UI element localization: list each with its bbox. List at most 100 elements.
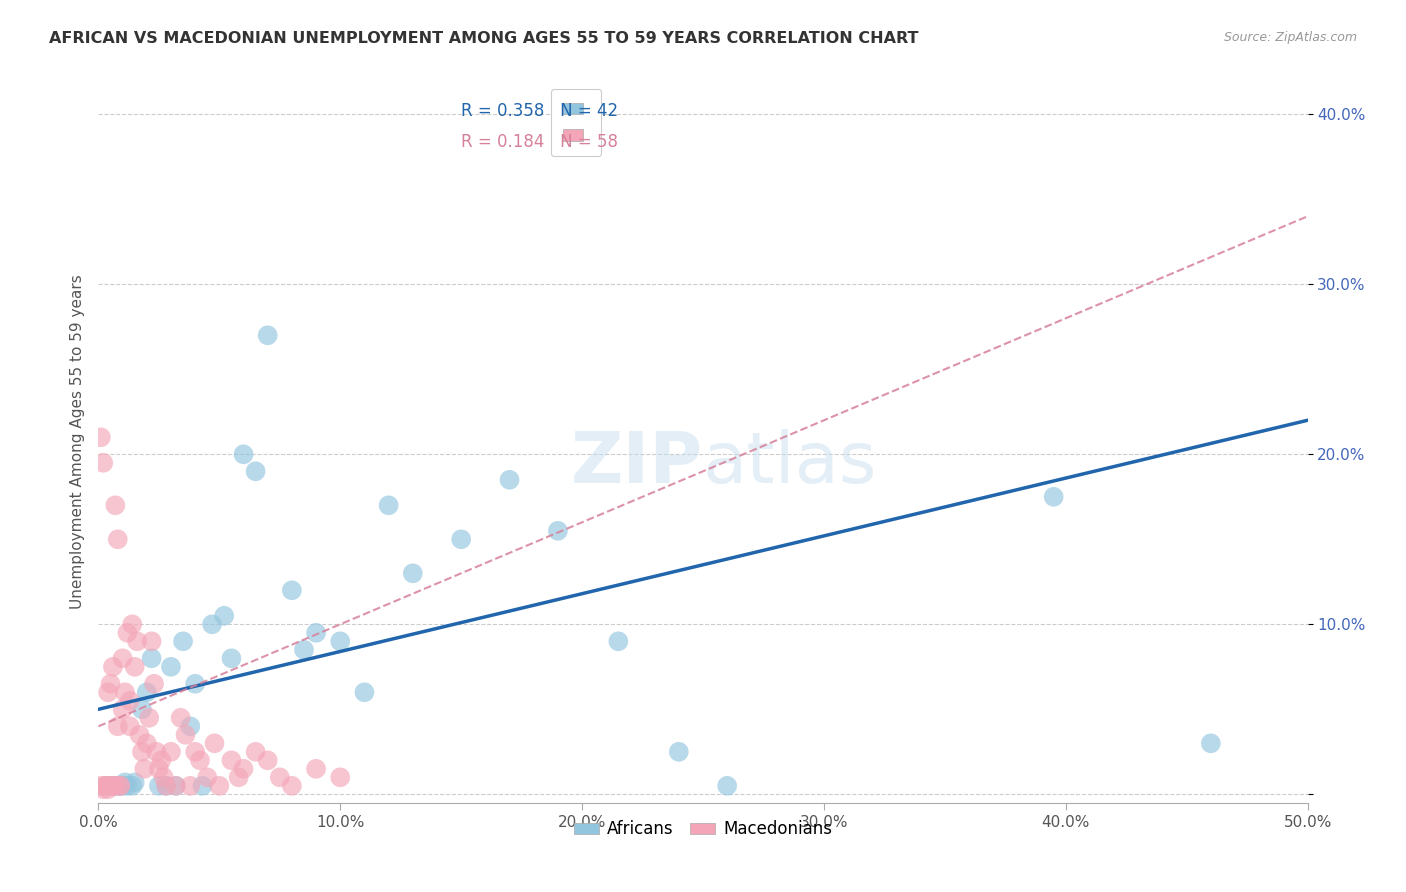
Macedonians	[245, 745, 267, 759]
Africans	[104, 779, 127, 793]
Macedonians	[135, 736, 157, 750]
Macedonians	[127, 634, 149, 648]
Macedonians	[329, 770, 352, 784]
Africans	[160, 660, 183, 674]
Macedonians	[91, 782, 114, 797]
Africans	[256, 328, 278, 343]
Africans	[305, 625, 328, 640]
Africans	[607, 634, 630, 648]
Africans	[117, 779, 139, 793]
Text: ZIP: ZIP	[571, 429, 703, 498]
Macedonians	[114, 685, 136, 699]
Text: AFRICAN VS MACEDONIAN UNEMPLOYMENT AMONG AGES 55 TO 59 YEARS CORRELATION CHART: AFRICAN VS MACEDONIAN UNEMPLOYMENT AMONG…	[49, 31, 918, 46]
Africans	[107, 779, 129, 793]
Africans	[221, 651, 243, 665]
Macedonians	[143, 677, 166, 691]
Macedonians	[107, 719, 129, 733]
Macedonians	[90, 430, 112, 444]
Macedonians	[269, 770, 291, 784]
Africans	[201, 617, 224, 632]
Macedonians	[97, 685, 120, 699]
Africans	[124, 775, 146, 789]
Macedonians	[160, 745, 183, 759]
Macedonians	[107, 533, 129, 547]
Macedonians	[150, 753, 173, 767]
Africans	[450, 533, 472, 547]
Africans	[184, 677, 207, 691]
Text: R = 0.358   N = 42: R = 0.358 N = 42	[461, 102, 619, 120]
Macedonians	[104, 779, 127, 793]
Macedonians	[155, 779, 177, 793]
Macedonians	[111, 651, 134, 665]
Africans	[716, 779, 738, 793]
Text: Source: ZipAtlas.com: Source: ZipAtlas.com	[1223, 31, 1357, 45]
Macedonians	[152, 770, 174, 784]
Africans	[292, 642, 315, 657]
Text: R = 0.184   N = 58: R = 0.184 N = 58	[461, 133, 619, 151]
Macedonians	[179, 779, 201, 793]
Africans	[114, 775, 136, 789]
Africans	[100, 779, 122, 793]
Africans	[329, 634, 352, 648]
Macedonians	[100, 779, 122, 793]
Macedonians	[256, 753, 278, 767]
Text: atlas: atlas	[703, 429, 877, 498]
Macedonians	[134, 762, 156, 776]
Macedonians	[195, 770, 218, 784]
Macedonians	[188, 753, 211, 767]
Africans	[121, 779, 143, 793]
Macedonians	[108, 779, 131, 793]
Macedonians	[131, 745, 153, 759]
Africans	[148, 779, 170, 793]
Macedonians	[118, 719, 141, 733]
Africans	[245, 464, 267, 478]
Macedonians	[232, 762, 254, 776]
Macedonians	[97, 782, 120, 797]
Africans	[377, 498, 399, 512]
Macedonians	[111, 702, 134, 716]
Africans	[281, 583, 304, 598]
Macedonians	[204, 736, 226, 750]
Africans	[94, 779, 117, 793]
Africans	[498, 473, 520, 487]
Africans	[135, 685, 157, 699]
Africans	[353, 685, 375, 699]
Macedonians	[121, 617, 143, 632]
Africans	[212, 608, 235, 623]
Macedonians	[184, 745, 207, 759]
Macedonians	[165, 779, 187, 793]
Macedonians	[94, 779, 117, 793]
Macedonians	[208, 779, 231, 793]
Macedonians	[100, 677, 122, 691]
Macedonians	[145, 745, 167, 759]
Africans	[232, 447, 254, 461]
Macedonians	[104, 498, 127, 512]
Africans	[1042, 490, 1064, 504]
Africans	[131, 702, 153, 716]
Macedonians	[281, 779, 304, 793]
Africans	[547, 524, 569, 538]
Macedonians	[148, 762, 170, 776]
Macedonians	[117, 625, 139, 640]
Africans	[155, 779, 177, 793]
Africans	[191, 779, 214, 793]
Macedonians	[94, 779, 117, 793]
Macedonians	[101, 779, 124, 793]
Macedonians	[128, 728, 150, 742]
Africans	[172, 634, 194, 648]
Africans	[111, 779, 134, 793]
Macedonians	[169, 711, 191, 725]
Africans	[179, 719, 201, 733]
Africans	[668, 745, 690, 759]
Legend: Africans, Macedonians: Africans, Macedonians	[567, 814, 839, 845]
Africans	[141, 651, 163, 665]
Macedonians	[141, 634, 163, 648]
Macedonians	[90, 779, 112, 793]
Macedonians	[174, 728, 197, 742]
Macedonians	[228, 770, 250, 784]
Africans	[402, 566, 425, 581]
Macedonians	[221, 753, 243, 767]
Macedonians	[138, 711, 160, 725]
Africans	[1199, 736, 1222, 750]
Africans	[108, 779, 131, 793]
